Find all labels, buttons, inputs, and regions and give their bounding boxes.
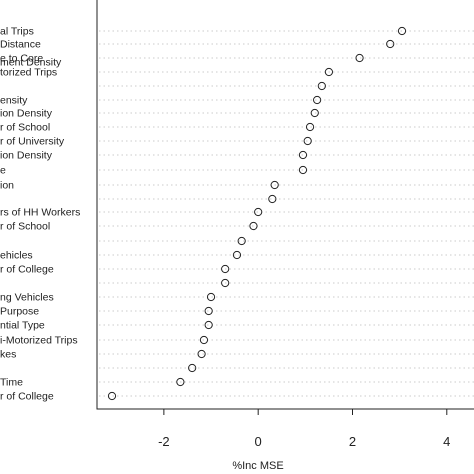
variable-label: r of University (0, 136, 65, 148)
data-point (313, 95, 322, 105)
data-point (107, 391, 117, 401)
data-point (355, 53, 364, 63)
x-axis-label: %Inc MSE (232, 460, 283, 472)
data-point (310, 108, 319, 118)
x-tick-label: -2 (158, 434, 170, 449)
data-point (386, 39, 395, 49)
variable-label: Time (0, 377, 23, 389)
data-point (249, 221, 258, 231)
plot-frame (96, 0, 474, 410)
data-point (206, 292, 216, 302)
variable-label: rs of HH Workers (0, 207, 80, 219)
data-point (188, 363, 197, 373)
data-point (298, 150, 308, 160)
variable-label: r of School (0, 122, 50, 134)
variable-label: r of College (0, 391, 54, 403)
x-tick-label: 4 (443, 434, 450, 449)
x-axis: -2 0 2 4 (158, 409, 450, 449)
variable-label: ion Density (0, 150, 53, 162)
data-point (305, 122, 315, 132)
variable-label: ion Density (0, 108, 53, 120)
data-point (176, 377, 185, 387)
data-point (298, 165, 308, 175)
variable-label: r of School (0, 221, 50, 233)
data-point (397, 26, 407, 36)
variable-label: ehicles (0, 250, 33, 262)
data-point (221, 278, 230, 288)
data-point (303, 136, 312, 146)
variable-label: Purpose (0, 306, 39, 318)
variable-label: e (0, 165, 6, 177)
data-point (232, 250, 242, 260)
variable-label: ion (0, 180, 14, 192)
x-tick-label: 2 (349, 434, 356, 449)
data-point (221, 264, 230, 274)
gridlines (99, 30, 474, 397)
data-point (254, 207, 263, 217)
data-point (268, 194, 277, 204)
data-point (237, 236, 246, 246)
variable-label: al Trips (0, 26, 34, 38)
variable-label: ntial Type (0, 320, 45, 332)
data-point (197, 349, 206, 359)
variable-label: ensity (0, 95, 28, 107)
data-point (199, 335, 209, 345)
data-point (317, 81, 326, 91)
variable-label: i-Motorized Trips (0, 335, 78, 347)
variable-label: r of College (0, 264, 54, 276)
variable-label: e to Core (0, 53, 43, 65)
variable-label: torized Trips (0, 67, 57, 79)
x-tick-label: 0 (255, 434, 262, 449)
data-point (270, 180, 279, 190)
data-point (204, 306, 213, 316)
variable-label: Distance (0, 39, 41, 51)
data-points (107, 26, 407, 401)
variable-label: kes (0, 349, 16, 361)
data-point (204, 320, 213, 330)
data-point (324, 67, 334, 77)
variable-label: ng Vehicles (0, 292, 54, 304)
variable-label: ment Density (0, 57, 62, 69)
